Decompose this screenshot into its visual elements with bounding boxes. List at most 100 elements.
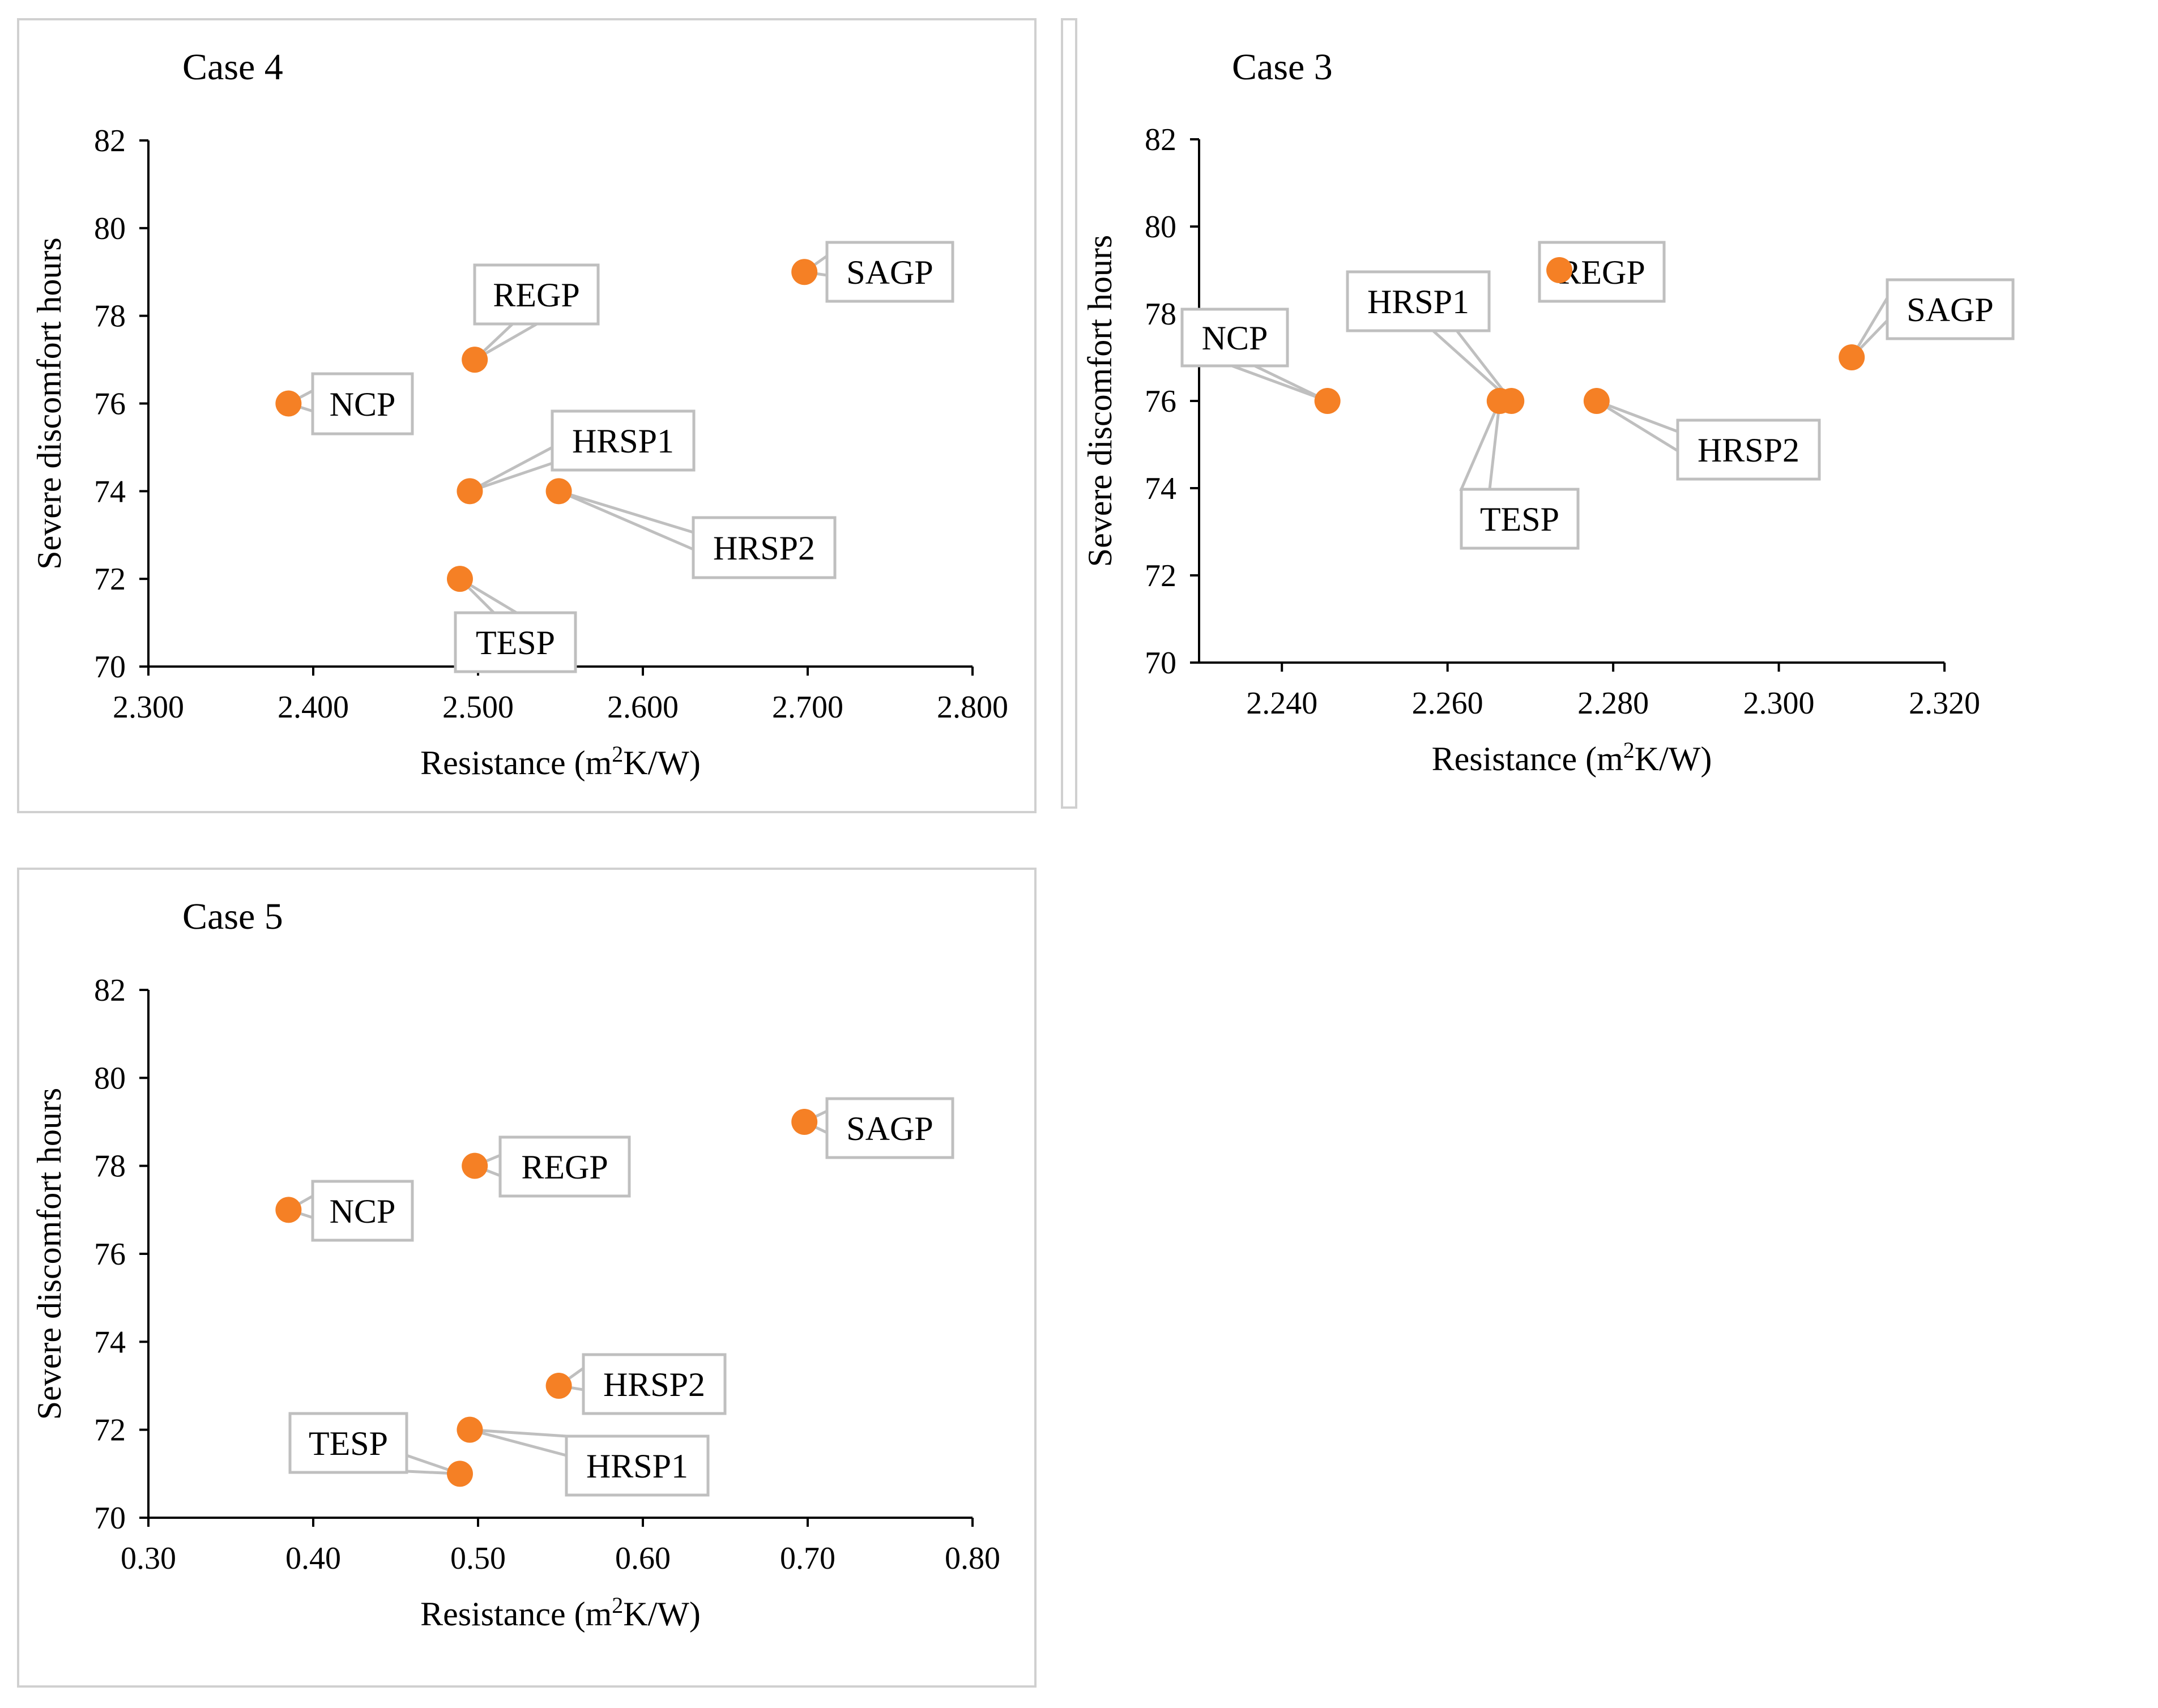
y-axis-title: Severe discomfort hours — [1081, 235, 1119, 567]
y-tick-label: 72 — [1145, 558, 1176, 593]
data-label: TESP — [476, 624, 555, 661]
y-tick-label: 72 — [94, 562, 126, 597]
data-label: REGP — [493, 276, 579, 314]
y-tick-label: 70 — [1145, 646, 1176, 681]
x-tick-label: 2.240 — [1246, 686, 1317, 721]
y-tick-label: 82 — [94, 123, 126, 159]
callout-box — [692, 516, 837, 579]
data-point-tesp — [446, 566, 473, 592]
data-label: NCP — [330, 1193, 396, 1230]
data-label: HRSP1 — [1367, 283, 1469, 321]
y-tick-label: 78 — [94, 299, 126, 334]
panel-frame — [1061, 18, 1077, 809]
data-point-sagp — [791, 259, 818, 285]
data-label: TESP — [1480, 501, 1559, 538]
callout-box — [1180, 308, 1289, 368]
data-label: HRSP2 — [603, 1366, 705, 1403]
x-tick-label: 2.800 — [937, 690, 1008, 725]
data-point-hrsp2 — [1583, 388, 1610, 414]
y-axis-title: Severe discomfort hours — [31, 1088, 68, 1420]
x-axis-title: Resistance (m2K/W) — [1432, 737, 1712, 778]
data-label: HRSP1 — [586, 1447, 688, 1485]
callout-box — [551, 409, 696, 472]
x-tick-label: 0.40 — [285, 1541, 341, 1576]
x-tick-label: 2.600 — [607, 690, 679, 725]
x-tick-label: 2.300 — [1743, 686, 1815, 721]
y-tick-label: 76 — [1145, 384, 1176, 419]
data-label: NCP — [330, 386, 396, 423]
data-point-sagp — [791, 1109, 818, 1135]
callout-box — [1676, 419, 1821, 481]
callout-box — [473, 263, 600, 326]
data-label: HRSP2 — [1698, 432, 1799, 469]
callout-pointer — [1231, 364, 1328, 403]
x-tick-label: 2.300 — [113, 690, 184, 725]
data-point-hrsp1 — [457, 478, 483, 505]
callout-pointer — [1596, 399, 1679, 454]
y-tick-label: 78 — [1145, 297, 1176, 332]
x-tick-label: 0.50 — [450, 1541, 506, 1576]
callout-box — [565, 1434, 710, 1497]
data-point-regp — [462, 1152, 488, 1179]
x-tick-label: 2.260 — [1412, 686, 1483, 721]
x-tick-label: 0.70 — [780, 1541, 835, 1576]
callout-box — [498, 1135, 631, 1198]
data-label: HRSP1 — [572, 422, 674, 460]
data-point-ncp — [275, 1197, 302, 1223]
y-tick-label: 80 — [1145, 210, 1176, 245]
panel-frame — [17, 18, 1037, 813]
chart-title: Case 4 — [182, 46, 283, 88]
y-tick-label: 80 — [94, 1061, 126, 1096]
x-tick-label: 2.700 — [772, 690, 843, 725]
x-tick-label: 2.500 — [442, 690, 514, 725]
x-tick-label: 0.30 — [121, 1541, 176, 1576]
callout-box — [1460, 488, 1580, 550]
y-tick-label: 78 — [94, 1149, 126, 1184]
x-tick-label: 0.80 — [945, 1541, 1000, 1576]
chart-title: Case 5 — [182, 896, 283, 937]
y-tick-label: 70 — [94, 1501, 126, 1536]
data-label: REGP — [521, 1148, 608, 1186]
data-label: REGP — [1558, 254, 1645, 291]
callout-box — [288, 1412, 408, 1474]
x-tick-label: 2.400 — [278, 690, 349, 725]
callout-box — [1886, 278, 2015, 340]
y-tick-label: 82 — [1145, 122, 1176, 157]
data-point-ncp — [1314, 388, 1341, 414]
data-point-ncp — [275, 390, 302, 417]
panel-frame — [17, 868, 1037, 1688]
chart-title: Case 3 — [1232, 46, 1333, 88]
data-point-regp — [1546, 257, 1573, 283]
data-point-hrsp2 — [545, 1373, 572, 1399]
y-tick-label: 72 — [94, 1413, 126, 1448]
data-point-regp — [462, 347, 488, 373]
x-axis-title: Resistance (m2K/W) — [420, 741, 701, 782]
callout-box — [1346, 270, 1491, 332]
callout-box — [311, 372, 414, 435]
data-point-hrsp2 — [545, 478, 572, 505]
x-tick-label: 2.320 — [1909, 686, 1980, 721]
y-tick-label: 76 — [94, 1237, 126, 1272]
data-point-tesp — [1486, 388, 1513, 414]
y-tick-label: 74 — [94, 1325, 126, 1360]
data-label: SAGP — [846, 1110, 933, 1147]
x-tick-label: 2.280 — [1577, 686, 1649, 721]
data-label: SAGP — [846, 254, 933, 291]
chart-panel-1: Case 4 70 72 74 76 78 80 82 2.300 2.400 2.500 2.600… — [17, 18, 1037, 813]
chart-panel-3: Case 5 70 72 74 76 78 80 82 0.30 0.40 0.50 0.60 0.70… — [17, 868, 1037, 1688]
y-axis-title: Severe discomfort hours — [31, 237, 68, 570]
y-tick-label: 76 — [94, 387, 126, 422]
callout-box — [311, 1180, 414, 1242]
callout-pointer — [1459, 400, 1502, 491]
data-point-sagp — [1839, 344, 1865, 370]
callout-box — [454, 611, 577, 673]
callout-box — [825, 1097, 954, 1159]
data-point-hrsp1 — [457, 1416, 483, 1443]
y-tick-label: 74 — [94, 474, 126, 509]
data-point-tesp — [446, 1461, 473, 1487]
y-tick-label: 74 — [1145, 471, 1176, 506]
y-tick-label: 82 — [94, 973, 126, 1008]
y-tick-label: 70 — [94, 650, 126, 685]
chart-panel-2: Case 3 70 72 74 76 78 80 82 2.240 2.260 2.280 2.300… — [1061, 18, 2015, 809]
